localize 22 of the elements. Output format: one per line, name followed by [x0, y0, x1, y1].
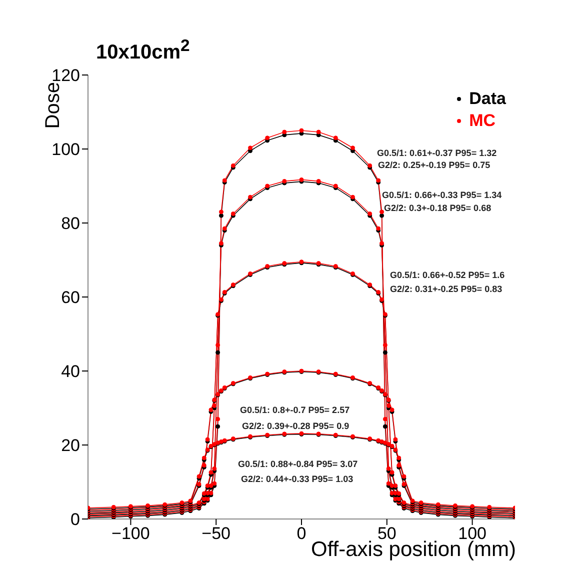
annotation: G2/2: 0.25+-0.19 P95= 0.75	[378, 160, 490, 170]
annotation: G0.5/1: 0.66+-0.52 P95= 1.6	[390, 270, 505, 280]
annotation: G2/2: 0.31+-0.25 P95= 0.83	[390, 284, 502, 294]
annotation: G0.5/1: 0.8+-0.7 P95= 2.57	[240, 405, 350, 415]
y-tick-label: 20	[61, 436, 80, 456]
legend-label: Data	[469, 88, 506, 110]
y-tick-label: 60	[61, 288, 80, 308]
y-tick-label: 40	[61, 362, 80, 382]
annotation: G0.5/1: 0.61+-0.37 P95= 1.32	[377, 148, 497, 158]
annotation: G2/2: 0.44+-0.33 P95= 1.03	[241, 474, 354, 484]
x-tick-label: −100	[112, 524, 150, 544]
annotation: G0.5/1: 0.66+-0.33 P95= 1.34	[382, 190, 502, 200]
y-tick-label: 80	[61, 214, 80, 234]
x-tick-label: −50	[202, 524, 231, 544]
annotation: G2/2: 0.3+-0.18 P95= 0.68	[384, 203, 492, 213]
y-tick-label: 100	[52, 140, 80, 160]
legend-label: MC	[469, 110, 496, 132]
chart-title: 10x10cm$^{2}$	[96, 36, 190, 65]
annotation: G2/2: 0.39+-0.28 P95= 0.9	[242, 421, 350, 431]
y-tick-label: 0	[70, 510, 80, 530]
annotation: G0.5/1: 0.88+-0.84 P95= 3.07	[238, 459, 358, 469]
x-tick-label: 0	[296, 524, 306, 544]
